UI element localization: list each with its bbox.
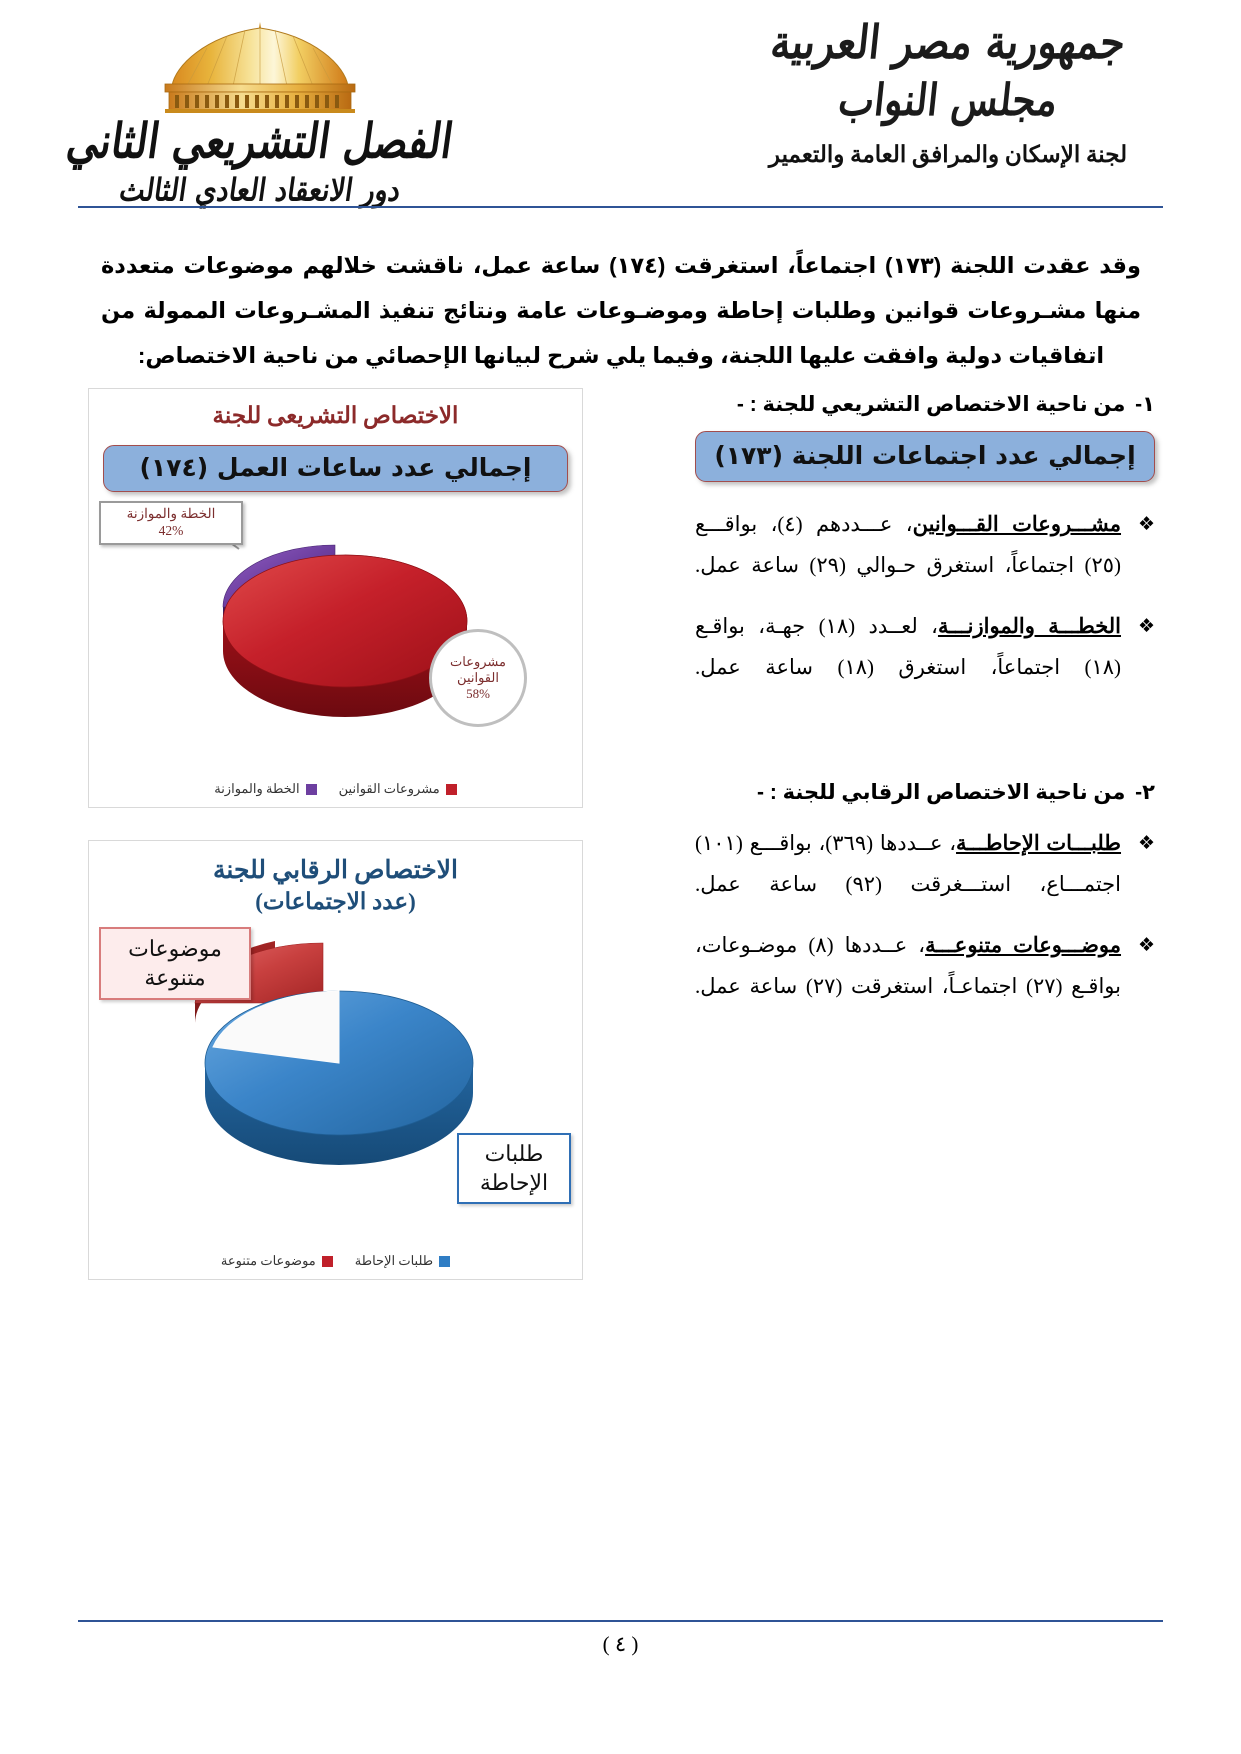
section-oversight: ٢- من ناحية الاختصاص الرقابي للجنة : - ❖… xyxy=(695,780,1155,1007)
section-1-title: من ناحية الاختصاص التشريعي للجنة : - xyxy=(736,393,1126,416)
chart2-title: الاختصاص الرقابي للجنة xyxy=(213,857,458,884)
state-emblem-text: جمهورية مصر العربية مجلس النواب لجنة الإ… xyxy=(733,15,1163,168)
list-item: ❖ الخطـــة والموازنـــة، لعــدد (١٨) جهـ… xyxy=(695,606,1155,688)
list-item: ❖ مشـــروعات القـــوانين، عـــددهم (٤)، … xyxy=(695,504,1155,586)
legend-swatch-icon xyxy=(305,783,317,795)
chart1-subtitle-box: إجمالي عدد ساعات العمل (١٧٤) xyxy=(103,445,568,492)
chart-oversight-pie: الاختصاص الرقابي للجنة (عدد الاجتماعات) xyxy=(88,840,583,1280)
chart2-callout-briefing-requests: طلبات الإحاطة xyxy=(457,1133,571,1205)
section-2-bullet-list: ❖ طلبـــات الإحاطـــة، عــددها (٣٦٩)، بو… xyxy=(695,823,1155,1007)
bullet-term: مشـــروعات القـــوانين xyxy=(912,512,1122,536)
chart2-callout-briefing-line2: الإحاطة xyxy=(479,1169,549,1195)
page-number: ( ٤ ) xyxy=(602,1632,639,1656)
chart1-legend-item-laws: مشروعات القوانين xyxy=(339,781,457,797)
chart1-legend-label-laws: مشروعات القوانين xyxy=(338,781,440,796)
bullet-term: موضـــوعات متنوعـــة xyxy=(925,932,1122,957)
legend-swatch-icon xyxy=(445,783,457,795)
chart1-callout-laws-line1: مشروعات xyxy=(450,654,506,670)
diamond-bullet-icon: ❖ xyxy=(1137,614,1155,637)
section-1-number: ١- xyxy=(1135,393,1155,416)
bullet-detail: ، عـــددهم (٤)، بواقـــع (٢٥) اجتماعاً، … xyxy=(695,512,1121,577)
chart1-legend: مشروعات القوانين الخطة والموازنة xyxy=(89,781,582,797)
section-legislative: ١- من ناحية الاختصاص التشريعي للجنة : - … xyxy=(695,392,1155,688)
chart1-callout-plan-value: 42% xyxy=(158,522,184,538)
diamond-bullet-icon: ❖ xyxy=(1137,513,1155,535)
header-divider xyxy=(78,206,1163,208)
section-1-bullet-list: ❖ مشـــروعات القـــوانين، عـــددهم (٤)، … xyxy=(695,504,1155,688)
page-header: الفصل التشريعي الثاني دور الانعقاد العاد… xyxy=(0,0,1241,215)
committee-name: لجنة الإسكان والمرافق العامة والتعمير xyxy=(768,141,1128,167)
chart2-legend-item-varied: موضوعات متنوعة xyxy=(221,1253,333,1269)
country-name: جمهورية مصر العربية xyxy=(768,15,1128,70)
legend-swatch-icon xyxy=(321,1255,333,1267)
section-2-title: من ناحية الاختصاص الرقابي للجنة : - xyxy=(757,780,1126,804)
chart2-legend-item-briefing: طلبات الإحاطة xyxy=(354,1253,451,1269)
chart2-legend: طلبات الإحاطة موضوعات متنوعة xyxy=(89,1253,582,1269)
chart1-callout-plan-budget: الخطة والموازنة 42% xyxy=(99,501,243,545)
bullet-term: الخطـــة والموازنـــة xyxy=(937,613,1121,638)
section-2-heading: ٢- من ناحية الاختصاص الرقابي للجنة : - xyxy=(695,780,1155,805)
chart2-callout-briefing-line1: طلبات xyxy=(484,1141,544,1166)
legislature-logo: الفصل التشريعي الثاني دور الانعقاد العاد… xyxy=(60,18,460,209)
logo-session-label: دور الانعقاد العادي الثالث xyxy=(117,172,403,209)
logo-term-label: الفصل التشريعي الثاني xyxy=(63,113,457,170)
section-2-number: ٢- xyxy=(1135,780,1155,804)
diamond-bullet-icon: ❖ xyxy=(1137,933,1155,956)
chart1-pie-svg xyxy=(184,522,468,717)
chart2-subtitle: (عدد الاجتماعات) xyxy=(255,889,416,914)
chart1-callout-laws-line2: القوانين xyxy=(457,670,499,686)
chart2-callout-varied-line2: متنوعة xyxy=(144,964,206,990)
chart1-title: الاختصاص التشريعى للجنة xyxy=(212,403,459,428)
chart1-callout-laws-value: 58% xyxy=(466,685,490,701)
chart1-callout-plan-label: الخطة والموازنة xyxy=(126,506,216,521)
parliament-name: مجلس النواب xyxy=(835,73,1061,126)
parliament-dome-icon xyxy=(60,18,460,116)
chart2-callout-varied-line1: موضوعات xyxy=(128,936,222,961)
diamond-bullet-icon: ❖ xyxy=(1137,831,1155,854)
charts-column: الاختصاص التشريعى للجنة إجمالي عدد ساعات… xyxy=(88,388,583,1280)
chart1-callout-laws: مشروعات القوانين 58% xyxy=(429,629,527,727)
bullet-detail: ، لعــدد (١٨) جهـة، بواقـع (١٨) اجتماعاً… xyxy=(695,613,1121,679)
intro-paragraph: وقد عقدت اللجنة (١٧٣) اجتماعاً، استغرقت … xyxy=(101,253,1141,368)
total-meetings-box: إجمالي عدد اجتماعات اللجنة (١٧٣) xyxy=(695,431,1155,482)
footer-divider xyxy=(78,1620,1163,1622)
chart2-callout-varied-topics: موضوعات متنوعة xyxy=(99,927,251,1001)
section-1-heading: ١- من ناحية الاختصاص التشريعي للجنة : - xyxy=(695,392,1155,417)
bullet-term: طلبـــات الإحاطـــة xyxy=(956,830,1122,855)
text-column: ١- من ناحية الاختصاص التشريعي للجنة : - … xyxy=(695,392,1155,1027)
bullet-detail: ، عــددها (٨) موضـوعات، بواقـع (٢٧) اجتم… xyxy=(695,932,1122,998)
legend-swatch-icon xyxy=(439,1255,451,1267)
chart-legislative-pie: الاختصاص التشريعى للجنة إجمالي عدد ساعات… xyxy=(88,388,583,808)
list-item: ❖ موضـــوعات متنوعـــة، عــددها (٨) موضـ… xyxy=(695,925,1155,1007)
chart1-legend-item-plan: الخطة والموازنة xyxy=(214,781,317,797)
list-item: ❖ طلبـــات الإحاطـــة، عــددها (٣٦٩)، بو… xyxy=(695,823,1155,905)
bullet-detail: ، عــددها (٣٦٩)، بواقـــع (١٠١) اجتمـــا… xyxy=(695,830,1121,896)
chart1-plot xyxy=(89,497,582,747)
chart2-legend-label-briefing: طلبات الإحاطة xyxy=(354,1253,434,1268)
chart2-legend-label-varied: موضوعات متنوعة xyxy=(220,1253,316,1268)
chart1-legend-label-plan: الخطة والموازنة xyxy=(214,781,300,796)
